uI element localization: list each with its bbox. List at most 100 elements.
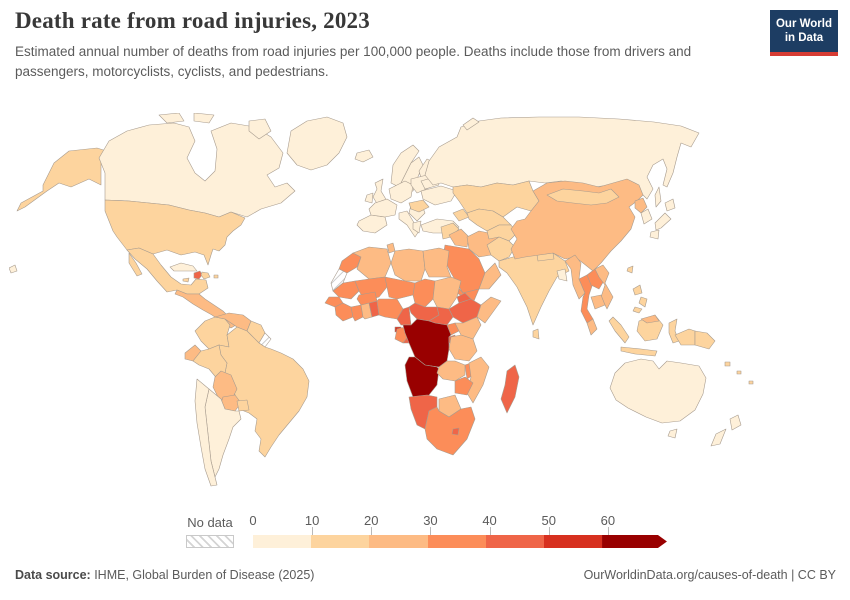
country-pacific-island-3[interactable] [748,380,754,385]
country-morocco[interactable] [338,252,362,274]
country-south-africa[interactable] [424,406,476,456]
legend-color-bar[interactable] [253,535,667,548]
country-afghanistan[interactable] [486,224,518,242]
country-new-zealand-south[interactable] [710,428,727,447]
country-greece[interactable] [412,220,422,234]
country-mexico[interactable] [126,247,209,295]
country-romania[interactable] [408,199,430,213]
country-south-korea[interactable] [640,208,653,225]
country-tunisia[interactable] [386,242,396,254]
owid-logo[interactable]: Our World in Data [770,10,838,56]
country-malaysia-borneo[interactable] [640,314,660,324]
legend-tick-label: 50 [541,513,556,528]
legend-tick-label: 30 [423,513,438,528]
country-pacific-island-2[interactable] [736,370,742,375]
legend-bin-swatch [543,535,603,548]
country-bangladesh[interactable] [556,268,568,282]
license-link[interactable]: OurWorldinData.org/causes-of-death | CC … [583,568,836,582]
owid-logo-line1: Our World [775,18,832,30]
country-russia-sakhalin[interactable] [654,186,662,208]
country-australia-tasmania[interactable] [667,428,678,439]
country-somalia[interactable] [476,296,502,324]
country-sri-lanka[interactable] [532,328,540,340]
country-russia-left-edge[interactable] [9,264,18,274]
country-uruguay[interactable] [236,399,250,412]
country-greenland[interactable] [286,116,348,171]
country-philippines-1[interactable] [632,284,643,296]
country-ireland[interactable] [364,192,374,204]
country-chad[interactable] [412,278,436,308]
country-malaysia-peninsula[interactable] [586,318,598,336]
country-kenya[interactable] [454,316,482,340]
country-cuba[interactable] [169,262,198,272]
country-australia[interactable] [609,358,707,424]
country-indonesia-papua[interactable] [674,328,696,346]
country-cameroon[interactable] [396,306,412,326]
legend-ticks: 0 10 20 30 40 50 60 [249,513,667,533]
country-china[interactable] [510,178,644,272]
legend-nodata-swatch[interactable] [186,535,234,548]
chart-subtitle: Estimated annual number of deaths from r… [15,44,692,79]
country-central-europe[interactable] [388,180,414,204]
country-laos[interactable] [586,268,606,290]
country-haiti[interactable] [193,270,203,280]
data-source-text: IHME, Global Burden of Disease (2025) [90,568,315,582]
page-title: Death rate from road injuries, 2023 [15,8,370,33]
country-chile[interactable] [194,378,218,487]
country-jamaica[interactable] [182,277,190,283]
country-japan-honshu[interactable] [654,212,672,231]
country-ivory-coast[interactable] [350,304,364,322]
country-indonesia-sumatra[interactable] [608,316,630,344]
country-papua-new-guinea[interactable] [694,330,716,350]
country-cambodia[interactable] [590,294,606,310]
country-nigeria[interactable] [376,298,404,320]
legend-tick-label: 0 [249,513,257,528]
legend-tick-mark [312,527,314,535]
legend-tick-mark [430,527,432,535]
country-philippines-3[interactable] [632,306,643,314]
country-colombia[interactable] [194,316,231,350]
country-madagascar[interactable] [500,364,520,414]
country-lesotho[interactable] [451,427,460,436]
country-philippines-2[interactable] [638,296,648,308]
country-kazakhstan[interactable] [452,180,540,218]
data-source-note: Data source: IHME, Global Burden of Dise… [15,568,314,582]
country-france[interactable] [368,198,398,218]
country-spain-portugal[interactable] [356,214,388,234]
legend-nodata-label: No data [187,515,233,530]
country-zimbabwe[interactable] [454,376,474,396]
country-canada-arctic-1[interactable] [158,113,185,124]
country-north-korea[interactable] [634,197,648,214]
country-mozambique[interactable] [466,356,490,404]
country-angola[interactable] [404,356,440,398]
country-indonesia-java[interactable] [620,346,658,357]
country-india[interactable] [498,252,570,326]
country-japan-hokkaido[interactable] [664,198,676,212]
country-italy[interactable] [398,210,420,238]
country-burkina-faso[interactable] [356,291,378,306]
country-canada-arctic-2[interactable] [193,113,215,124]
country-zambia[interactable] [436,360,466,382]
country-dominican-republic[interactable] [200,271,211,280]
country-ukraine[interactable] [420,185,458,206]
country-iceland[interactable] [354,149,374,163]
country-mongolia[interactable] [546,188,620,206]
country-sudan[interactable] [432,276,462,310]
country-new-zealand-north[interactable] [729,414,742,431]
country-mexico-baja[interactable] [128,252,143,277]
country-egypt[interactable] [422,247,452,278]
country-vietnam[interactable] [594,264,614,310]
country-canada-arctic-3[interactable] [248,118,272,140]
country-puerto-rico[interactable] [213,274,219,279]
country-oman[interactable] [478,262,502,290]
country-libya[interactable] [390,248,426,282]
country-algeria[interactable] [352,246,392,280]
country-tanzania[interactable] [448,334,478,362]
legend-bin-swatch [602,535,667,548]
country-usa-alaska[interactable] [16,147,114,212]
country-pacific-island-1[interactable] [724,361,731,367]
country-taiwan[interactable] [626,265,634,274]
country-guinea-region[interactable] [334,302,354,322]
country-japan-kyushu[interactable] [649,229,660,240]
country-russia-novaya-zemlya[interactable] [462,117,480,131]
